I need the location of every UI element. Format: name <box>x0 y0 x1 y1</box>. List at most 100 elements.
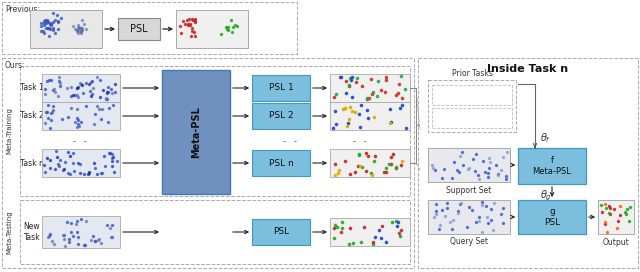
Point <box>467 208 477 212</box>
Point <box>101 89 111 94</box>
Point <box>356 102 366 107</box>
Point <box>472 173 483 177</box>
Text: -   -: - - <box>353 137 367 146</box>
Point <box>95 95 105 99</box>
Point <box>42 109 52 114</box>
Text: PSL: PSL <box>130 24 148 34</box>
Point <box>458 163 468 168</box>
Point <box>615 212 625 217</box>
Point <box>51 167 61 171</box>
Point <box>74 25 84 29</box>
Point <box>391 166 401 170</box>
Point <box>362 107 372 112</box>
Point <box>187 29 197 33</box>
Point <box>431 202 442 206</box>
Point <box>340 106 350 110</box>
Point <box>45 157 55 162</box>
Point <box>356 165 367 169</box>
Point <box>449 160 459 164</box>
Point <box>104 151 115 156</box>
Point <box>62 86 72 90</box>
Point <box>493 173 504 178</box>
Point <box>354 153 364 157</box>
Point <box>96 117 106 121</box>
Point <box>48 19 58 24</box>
Point <box>385 107 396 112</box>
Point <box>72 27 82 32</box>
Bar <box>330 74 410 102</box>
Point <box>226 17 236 22</box>
Point <box>359 224 369 229</box>
Point <box>339 106 349 110</box>
Point <box>401 126 412 130</box>
Point <box>337 226 347 231</box>
Text: Task n: Task n <box>20 159 44 168</box>
Point <box>45 126 56 130</box>
Bar <box>428 80 516 132</box>
Point <box>351 79 361 84</box>
Point <box>232 23 243 28</box>
Point <box>101 97 111 101</box>
Point <box>46 118 56 122</box>
Point <box>381 240 392 244</box>
Point <box>36 21 46 25</box>
Point <box>76 26 86 31</box>
Point <box>72 230 83 234</box>
Point <box>346 171 356 176</box>
Point <box>221 27 232 31</box>
Point <box>178 18 188 23</box>
Point <box>329 225 339 230</box>
Point <box>344 117 354 121</box>
Point <box>223 28 234 32</box>
Point <box>54 84 65 88</box>
Point <box>73 26 83 30</box>
Point <box>90 166 100 171</box>
Point <box>454 170 465 174</box>
Point <box>71 222 81 226</box>
Point <box>43 115 53 120</box>
Point <box>348 241 358 245</box>
Bar <box>252 103 310 129</box>
Point <box>84 82 94 86</box>
Point <box>483 171 493 175</box>
Point <box>189 18 200 23</box>
Point <box>63 150 73 154</box>
Point <box>189 17 200 21</box>
Point <box>66 94 76 98</box>
Point <box>46 21 56 26</box>
Point <box>463 167 473 171</box>
Bar <box>252 219 310 245</box>
Point <box>92 172 102 176</box>
Point <box>394 234 404 238</box>
Bar <box>20 200 410 264</box>
Point <box>377 224 387 229</box>
Point <box>40 87 50 91</box>
Point <box>330 161 340 166</box>
Point <box>42 18 52 23</box>
Point <box>488 227 499 232</box>
Point <box>330 173 340 177</box>
Point <box>76 119 86 124</box>
Text: Meta-Testing: Meta-Testing <box>6 210 12 254</box>
Point <box>478 159 488 163</box>
Point <box>68 234 78 238</box>
Point <box>356 240 367 244</box>
Point <box>595 203 605 207</box>
Text: Support Set: Support Set <box>446 186 492 195</box>
Point <box>104 106 114 110</box>
Point <box>43 20 53 24</box>
Point <box>69 26 79 31</box>
Point <box>36 29 47 33</box>
Bar <box>418 58 638 268</box>
Point <box>597 209 607 214</box>
Point <box>492 172 502 176</box>
Point <box>38 29 49 33</box>
Text: f
Meta-PSL: f Meta-PSL <box>532 156 572 176</box>
Point <box>496 212 506 216</box>
Point <box>452 209 463 213</box>
Point <box>42 18 52 23</box>
Bar <box>428 200 510 234</box>
Point <box>381 170 391 174</box>
Point <box>107 223 117 227</box>
Point <box>83 172 93 177</box>
